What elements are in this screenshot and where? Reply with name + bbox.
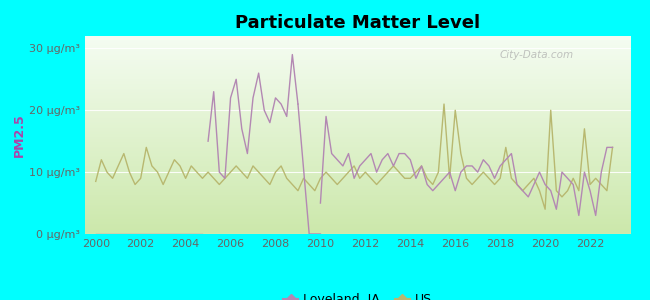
Title: Particulate Matter Level: Particulate Matter Level bbox=[235, 14, 480, 32]
Y-axis label: PM2.5: PM2.5 bbox=[13, 113, 26, 157]
Text: City-Data.com: City-Data.com bbox=[499, 50, 573, 60]
Legend: Loveland, IA, US: Loveland, IA, US bbox=[278, 288, 437, 300]
